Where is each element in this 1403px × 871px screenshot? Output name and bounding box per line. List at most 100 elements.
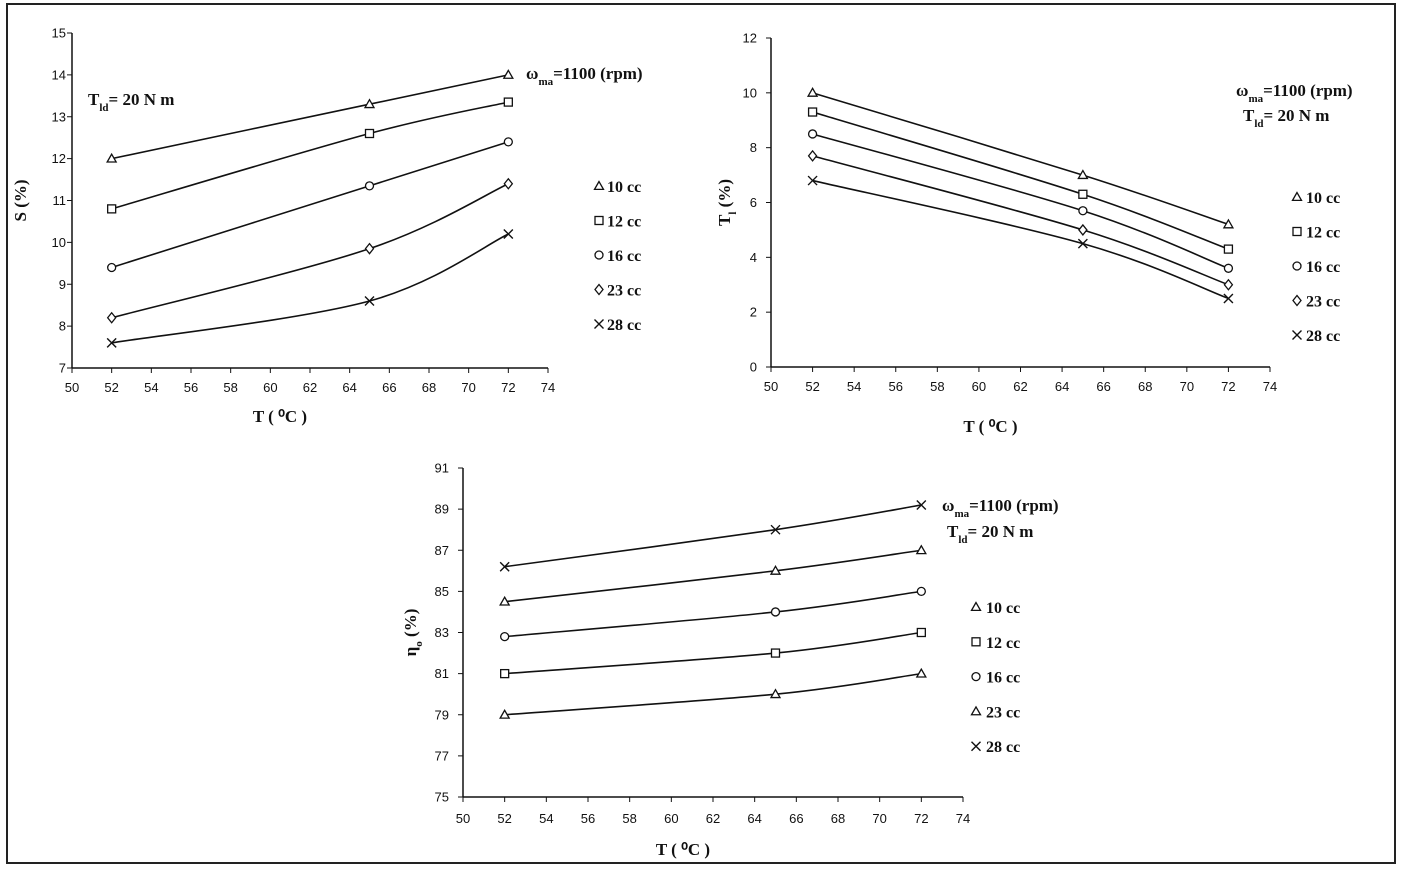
legend-label: 28 cc [1306, 328, 1340, 345]
y-tick-label: 10 [52, 235, 66, 250]
annotation-speed: ωma=1100 (rpm) [1236, 81, 1353, 105]
data-point-23-cc [499, 595, 511, 606]
y-tick-label: 13 [52, 109, 66, 124]
data-point-10-cc [1077, 169, 1089, 180]
series-line-10-cc [812, 92, 1229, 226]
y-tick-label: 2 [750, 305, 757, 320]
legend-label: 23 cc [607, 283, 641, 300]
x-tick-label: 52 [497, 811, 511, 826]
data-point-12-cc [500, 668, 510, 679]
legend-label: 23 cc [986, 704, 1020, 721]
y-tick-label: 7 [59, 361, 66, 376]
x-tick-label: 52 [805, 379, 819, 394]
legend-label: 10 cc [986, 600, 1020, 617]
y-tick-label: 77 [435, 748, 449, 763]
data-point-16-cc [1078, 206, 1088, 216]
legend-marker-16-cc [971, 671, 981, 682]
x-tick-label: 60 [263, 380, 277, 395]
x-tick-label: 58 [223, 380, 237, 395]
annotation-speed: ωma=1100 (rpm) [942, 496, 1059, 520]
x-tick-label: 62 [706, 811, 720, 826]
x-tick-label: 74 [956, 811, 970, 826]
x-tick-label: 66 [382, 380, 396, 395]
x-tick-label: 70 [872, 811, 886, 826]
legend-marker-28-cc [1292, 330, 1302, 340]
y-tick-label: 10 [743, 85, 757, 100]
x-tick-label: 74 [541, 380, 555, 395]
legend-marker-10-cc [593, 180, 605, 191]
x-tick-label: 64 [747, 811, 761, 826]
legend-marker-12-cc [594, 215, 604, 226]
y-tick-label: 8 [59, 319, 66, 334]
legend-marker-10-cc [970, 601, 982, 612]
x-tick-label: 74 [1263, 379, 1277, 394]
data-point-12-cc [916, 627, 926, 638]
x-tick-label: 72 [501, 380, 515, 395]
legend-label: 23 cc [1306, 294, 1340, 311]
annotation-load: Tld= 20 N m [1243, 106, 1329, 130]
x-tick-label: 64 [342, 380, 356, 395]
data-point-28-cc [499, 561, 510, 572]
series-line-23-cc [812, 155, 1229, 286]
data-point-10-cc [499, 708, 511, 719]
legend-label: 12 cc [986, 635, 1020, 652]
data-point-23-cc [1078, 223, 1088, 236]
legend-marker-28-cc [594, 319, 604, 329]
data-point-28-cc [364, 296, 375, 306]
y-tick-label: 6 [750, 195, 757, 210]
data-point-16-cc [503, 137, 513, 147]
data-point-16-cc [916, 586, 926, 597]
data-point-16-cc [364, 181, 375, 191]
y-tick-label: 9 [59, 277, 66, 292]
x-tick-label: 60 [972, 379, 986, 394]
data-point-12-cc [1223, 244, 1234, 254]
x-tick-label: 68 [831, 811, 845, 826]
x-axis-label: T ( ⁰C ) [963, 417, 1017, 436]
data-point-23-cc [503, 177, 514, 190]
y-tick-label: 89 [435, 502, 449, 517]
data-point-10-cc [363, 98, 376, 109]
y-tick-label: 12 [743, 31, 757, 46]
legend-marker-16-cc [594, 250, 604, 260]
series-line-12-cc [812, 111, 1229, 250]
legend-label: 28 cc [607, 317, 641, 334]
x-tick-label: 66 [1096, 379, 1110, 394]
data-point-16-cc [807, 129, 818, 139]
y-tick-label: 14 [52, 67, 66, 82]
series-line-12-cc [504, 631, 922, 675]
series-line-10-cc [111, 74, 509, 160]
x-tick-label: 62 [1013, 379, 1027, 394]
x-tick-label: 54 [144, 380, 158, 395]
legend-marker-12-cc [1292, 226, 1302, 237]
data-point-28-cc [807, 175, 818, 186]
data-point-28-cc [503, 229, 514, 239]
series-line-28-cc [812, 179, 1229, 300]
data-point-10-cc [915, 667, 927, 678]
data-point-16-cc [500, 631, 510, 642]
data-point-23-cc [1223, 278, 1234, 291]
data-point-28-cc [1223, 293, 1234, 304]
y-axis-label: ηo (%) [401, 609, 425, 657]
annotation-load: Tld= 20 N m [88, 90, 174, 114]
data-point-16-cc [770, 607, 781, 617]
legend-label: 16 cc [607, 248, 641, 265]
y-tick-label: 87 [435, 543, 449, 558]
series-line-23-cc [111, 183, 509, 319]
y-tick-label: 79 [435, 707, 449, 722]
x-tick-label: 68 [1138, 379, 1152, 394]
data-point-23-cc [769, 565, 782, 575]
x-tick-label: 58 [622, 811, 636, 826]
data-point-23-cc [106, 311, 117, 324]
legend-marker-28-cc [971, 741, 981, 752]
series-line-28-cc [111, 233, 509, 344]
legend-marker-16-cc [1292, 261, 1302, 271]
data-point-23-cc [915, 544, 927, 555]
x-tick-label: 56 [184, 380, 198, 395]
y-tick-label: 4 [750, 250, 757, 265]
legend-marker-23-cc [1292, 294, 1302, 307]
x-tick-label: 50 [764, 379, 778, 394]
x-tick-label: 56 [889, 379, 903, 394]
data-point-12-cc [807, 107, 818, 117]
annotation-load: Tld= 20 N m [947, 522, 1033, 546]
y-tick-label: 11 [53, 193, 67, 208]
